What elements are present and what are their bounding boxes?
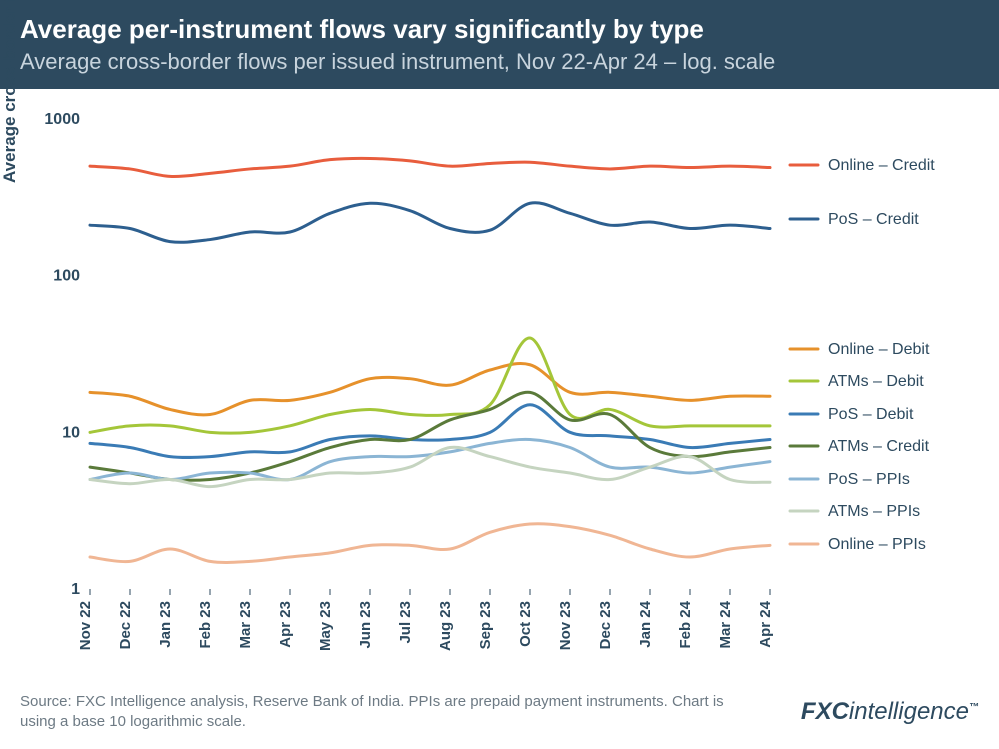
- svg-text:Apr 23: Apr 23: [277, 601, 294, 648]
- legend-label: ATMs – Debit: [828, 373, 924, 390]
- svg-text:May 23: May 23: [317, 601, 334, 651]
- svg-text:Jan 23: Jan 23: [157, 601, 174, 648]
- x-tick-group: Dec 22: [117, 601, 134, 649]
- series-line: [90, 158, 770, 176]
- svg-text:Sep 23: Sep 23: [477, 601, 494, 649]
- svg-text:Nov 22: Nov 22: [77, 601, 94, 650]
- svg-text:Nov 23: Nov 23: [557, 601, 574, 650]
- y-axis-label: Average cross-border flows per issued in…: [0, 0, 20, 183]
- x-tick-group: May 23: [317, 601, 334, 651]
- svg-text:Aug 23: Aug 23: [437, 601, 454, 651]
- x-tick-group: Dec 23: [597, 601, 614, 649]
- x-tick-group: Jan 23: [157, 601, 174, 648]
- svg-text:Dec 23: Dec 23: [597, 601, 614, 649]
- series-line: [90, 524, 770, 563]
- series-line: [90, 364, 770, 415]
- chart-container: Average cross-border flows per issued in…: [0, 89, 999, 682]
- legend-label: Online – Credit: [828, 157, 935, 174]
- brand-logo: FXCintelligence™: [801, 698, 979, 726]
- svg-text:Jun 23: Jun 23: [357, 601, 374, 649]
- legend-label: PoS – Credit: [828, 211, 919, 228]
- chart-subtitle: Average cross-border flows per issued in…: [20, 49, 979, 75]
- legend-label: PoS – Debit: [828, 406, 914, 423]
- chart-footer: Source: FXC Intelligence analysis, Reser…: [0, 682, 999, 749]
- svg-text:Jul 23: Jul 23: [397, 601, 414, 644]
- legend-item: PoS – PPIs: [790, 471, 910, 488]
- svg-text:Jan 24: Jan 24: [637, 600, 654, 647]
- x-tick-group: Mar 24: [717, 600, 734, 648]
- x-tick-group: Sep 23: [477, 601, 494, 649]
- y-tick-label: 1: [71, 581, 80, 598]
- legend-item: PoS – Credit: [790, 211, 919, 228]
- x-tick-group: Jun 23: [357, 601, 374, 649]
- svg-text:Mar 23: Mar 23: [237, 601, 254, 649]
- legend-label: Online – Debit: [828, 341, 930, 358]
- legend-item: ATMs – PPIs: [790, 503, 920, 520]
- source-text: Source: FXC Intelligence analysis, Reser…: [20, 692, 740, 731]
- legend-item: Online – Debit: [790, 341, 930, 358]
- svg-text:Mar 24: Mar 24: [717, 600, 734, 648]
- x-tick-group: Nov 22: [77, 601, 94, 650]
- legend-label: ATMs – Credit: [828, 438, 930, 455]
- legend-item: Online – Credit: [790, 157, 935, 174]
- svg-text:Feb 24: Feb 24: [677, 600, 694, 648]
- legend-label: PoS – PPIs: [828, 471, 910, 488]
- x-tick-group: Nov 23: [557, 601, 574, 650]
- series-line: [90, 392, 770, 480]
- legend-label: ATMs – PPIs: [828, 503, 920, 520]
- x-tick-group: Mar 23: [237, 601, 254, 649]
- chart-header: Average per-instrument flows vary signif…: [0, 0, 999, 89]
- legend-item: PoS – Debit: [790, 406, 914, 423]
- x-tick-group: Oct 23: [517, 601, 534, 647]
- chart-title: Average per-instrument flows vary signif…: [20, 14, 979, 45]
- x-tick-group: Apr 24: [757, 600, 774, 647]
- x-tick-group: Apr 23: [277, 601, 294, 648]
- chart-svg: 1 10 100 1000 Nov 22 Dec 22 Jan 23 Feb 23 Mar 23…: [20, 109, 980, 669]
- x-tick-group: Aug 23: [437, 601, 454, 651]
- legend-item: ATMs – Debit: [790, 373, 924, 390]
- y-tick-label: 1000: [44, 111, 80, 128]
- svg-text:Feb 23: Feb 23: [197, 601, 214, 649]
- x-tick-group: Jul 23: [397, 601, 414, 644]
- legend-item: Online – PPIs: [790, 536, 926, 553]
- svg-text:Apr 24: Apr 24: [757, 600, 774, 647]
- x-tick-group: Jan 24: [637, 600, 654, 647]
- x-tick-group: Feb 23: [197, 601, 214, 649]
- x-tick-group: Feb 24: [677, 600, 694, 648]
- series-line: [90, 338, 770, 433]
- legend-label: Online – PPIs: [828, 536, 926, 553]
- svg-text:Dec 22: Dec 22: [117, 601, 134, 649]
- legend-item: ATMs – Credit: [790, 438, 930, 455]
- y-tick-label: 100: [53, 268, 80, 285]
- svg-text:Oct 23: Oct 23: [517, 601, 534, 647]
- y-tick-label: 10: [62, 424, 80, 441]
- series-line: [90, 203, 770, 243]
